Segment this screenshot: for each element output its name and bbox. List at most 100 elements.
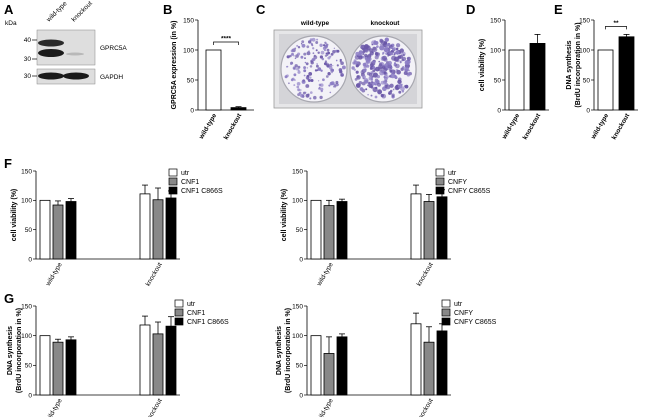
colony <box>391 57 394 60</box>
legend-swatch <box>168 177 178 186</box>
colony <box>325 52 328 55</box>
chart-panel-f-right: 0 50 100 150 cell viability (%) wild-type knoc… <box>281 168 491 288</box>
colony <box>395 43 401 48</box>
band-label-gapdh: GAPDH <box>100 74 123 81</box>
chart-panel-b: B 0 50 100 150 GPRC5A expression (in %) wild-t… <box>163 2 254 141</box>
colony <box>392 88 395 91</box>
bar <box>529 43 546 111</box>
colony <box>379 45 385 51</box>
colony <box>363 44 369 50</box>
colony <box>320 89 323 93</box>
colony <box>296 44 299 47</box>
colony <box>325 75 329 78</box>
colony <box>305 84 310 88</box>
y-tick-label: 100 <box>490 47 501 54</box>
colony <box>311 37 316 42</box>
legend-label: CNF1 C866S <box>181 188 223 195</box>
colony <box>381 93 387 99</box>
colony <box>378 60 381 63</box>
bar <box>230 107 247 111</box>
colony <box>366 56 372 62</box>
colony <box>296 67 299 71</box>
colony <box>358 55 363 60</box>
colony <box>351 66 355 70</box>
colony <box>368 76 373 81</box>
colony <box>315 49 318 52</box>
colony <box>387 54 389 57</box>
colony <box>331 71 333 74</box>
colony <box>363 47 369 53</box>
colony <box>306 51 311 56</box>
y-tick-label: 50 <box>187 77 195 84</box>
colony <box>302 91 306 95</box>
x-category-label: knockout <box>145 397 164 417</box>
x-category-label: wild-type <box>44 397 64 417</box>
colony <box>319 95 323 100</box>
gprc5a-band-lower <box>38 49 64 57</box>
colony <box>389 89 393 93</box>
colony <box>353 68 357 72</box>
x-category-label: wild-type <box>590 112 611 141</box>
colony <box>290 78 294 82</box>
colony <box>322 46 327 51</box>
colony <box>327 51 331 55</box>
colony <box>309 65 313 68</box>
y-tick-label: 50 <box>494 77 502 84</box>
colony <box>374 40 379 46</box>
colony <box>403 71 408 76</box>
colony <box>356 55 359 58</box>
colony <box>319 55 324 59</box>
colony <box>300 43 303 45</box>
colony <box>318 83 322 87</box>
x-category-label: knockout <box>145 261 164 287</box>
y-tick-label: 50 <box>296 363 304 370</box>
colony <box>381 55 388 61</box>
legend-swatch <box>174 317 184 326</box>
bar <box>165 325 177 396</box>
colony <box>289 54 292 58</box>
colony <box>374 52 379 56</box>
colony <box>370 80 374 84</box>
y-tick-label: 50 <box>296 227 304 234</box>
colony <box>382 51 385 55</box>
bar <box>423 341 435 396</box>
colony <box>373 50 376 53</box>
colony <box>355 64 359 68</box>
marker-30: 30 <box>24 56 32 63</box>
colony <box>319 43 323 48</box>
colony <box>297 70 301 74</box>
colony <box>395 50 400 55</box>
colony <box>294 64 298 68</box>
chart-panel-d: D 0 50 100 150 cell viability (%) wild-type kno… <box>466 2 549 141</box>
colony <box>329 55 332 58</box>
significance-label: ** <box>613 20 619 27</box>
y-tick-label: 150 <box>183 17 194 24</box>
y-tick-label: 150 <box>21 168 32 175</box>
colony <box>404 60 410 66</box>
colony <box>290 63 293 66</box>
colony <box>300 55 304 59</box>
colony <box>306 74 310 78</box>
y-tick-label: 150 <box>21 303 32 310</box>
panel-label-f1: F <box>4 156 12 171</box>
colony <box>311 44 314 47</box>
legend-label: CNFY <box>454 310 473 317</box>
colony <box>305 62 309 66</box>
y-axis-label: GPRC5A expression (in %) <box>171 21 178 110</box>
colony <box>288 82 290 85</box>
colony <box>324 60 328 63</box>
colony <box>313 95 317 100</box>
colony <box>326 63 330 68</box>
colony <box>317 51 320 55</box>
y-tick-label: 150 <box>292 168 303 175</box>
y-tick-label: 150 <box>579 17 590 24</box>
y-axis-label-line: (BrdU incorporation in %) <box>16 308 23 393</box>
x-category-label: knockout <box>522 112 543 141</box>
colony <box>391 93 395 97</box>
colony <box>393 56 399 62</box>
colony <box>395 47 399 51</box>
colony <box>339 70 343 74</box>
lane-label-knockout: knockout <box>70 0 93 23</box>
y-tick-label: 100 <box>21 333 32 340</box>
y-axis-label: cell viability (%) <box>281 189 288 242</box>
